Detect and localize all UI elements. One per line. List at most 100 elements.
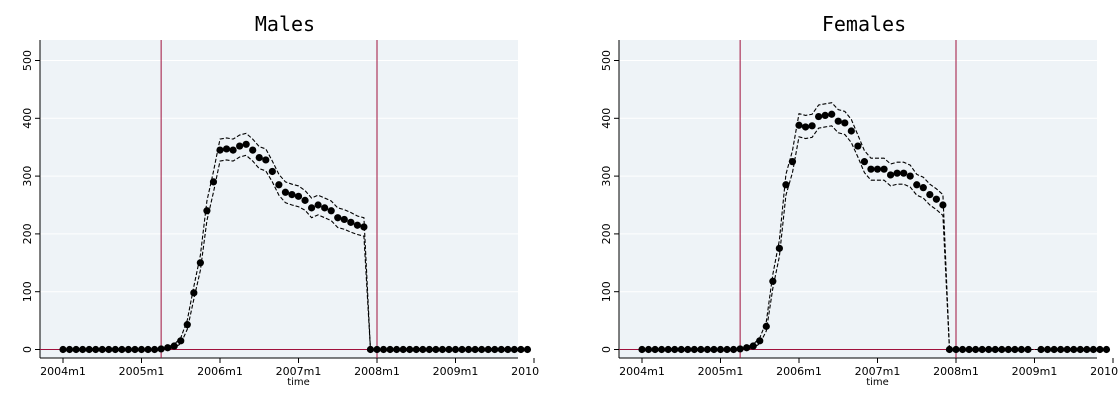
data-point — [952, 345, 960, 354]
data-point — [965, 345, 973, 354]
data-point — [782, 181, 790, 189]
data-point — [288, 190, 296, 199]
x-tick-label: 2008m1 — [354, 365, 400, 378]
data-point — [157, 345, 165, 353]
data-point — [314, 201, 322, 209]
data-point — [762, 322, 770, 330]
y-tick-label: 500 — [600, 50, 613, 71]
data-point — [255, 154, 263, 162]
data-point — [386, 345, 394, 354]
data-point — [353, 221, 361, 229]
data-point — [242, 140, 250, 148]
data-point — [769, 277, 777, 285]
data-point — [419, 345, 427, 354]
data-point — [275, 181, 283, 189]
data-point — [445, 345, 453, 354]
data-point — [262, 156, 270, 164]
data-point — [523, 345, 532, 354]
females-chart: 0 100 200 300 400 500 2004m1 2005m1 2006m1 2007m1… — [600, 40, 1119, 388]
data-point — [756, 337, 764, 345]
data-point — [484, 345, 492, 354]
x-tick-label: 2005m1 — [698, 365, 744, 378]
data-point — [1096, 345, 1104, 354]
data-point — [913, 181, 921, 189]
data-point — [170, 342, 178, 350]
data-point — [196, 259, 204, 267]
females-panel: Females 0 100 200 300 400 500 2004m1 2005m1 2006… — [579, 0, 1119, 404]
data-point — [893, 169, 901, 177]
data-point — [690, 345, 698, 354]
data-point — [190, 289, 198, 297]
data-point — [834, 117, 842, 125]
data-point — [1070, 345, 1078, 354]
data-point — [131, 345, 139, 354]
data-point — [710, 345, 718, 354]
data-point — [684, 345, 692, 354]
data-point — [399, 345, 407, 354]
data-point — [788, 158, 797, 166]
data-point — [664, 345, 672, 354]
data-point — [671, 345, 679, 354]
females-chart-title: Females — [821, 12, 907, 36]
data-point — [1037, 345, 1045, 354]
data-point — [464, 345, 473, 354]
data-point — [906, 172, 914, 180]
data-point — [92, 345, 100, 354]
data-point — [432, 345, 440, 354]
data-point — [321, 204, 329, 212]
x-tick-label: 2006m1 — [776, 365, 822, 378]
data-point — [828, 110, 836, 118]
plot-background — [619, 40, 1097, 358]
data-point — [497, 345, 505, 354]
data-point — [1102, 345, 1111, 354]
data-point — [716, 345, 725, 354]
data-point — [307, 204, 316, 212]
x-tick-label: 2009m1 — [1012, 365, 1058, 378]
data-point — [729, 345, 738, 354]
x-tick-label: 2007m1 — [276, 365, 322, 378]
y-tick-label: 0 — [21, 346, 34, 353]
data-point — [801, 123, 810, 131]
data-point — [743, 344, 751, 352]
data-point — [972, 345, 980, 354]
data-point — [209, 178, 218, 186]
data-point — [124, 345, 133, 354]
y-tick-label: 200 — [21, 223, 34, 244]
y-tick-label: 500 — [21, 50, 34, 71]
y-tick-label: 0 — [600, 346, 613, 353]
x-axis-title: time — [866, 377, 889, 388]
data-point — [164, 344, 172, 352]
x-tick-label: 2008m1 — [933, 365, 979, 378]
data-point — [268, 167, 276, 176]
data-point — [203, 207, 211, 215]
x-axis-title: time — [287, 377, 310, 388]
males-chart-title: Males — [254, 12, 316, 36]
data-point — [491, 345, 499, 354]
x-tick-label: 2006m1 — [197, 365, 243, 378]
ci-upper-line — [63, 132, 528, 351]
data-point — [412, 345, 420, 354]
data-point — [222, 145, 231, 153]
data-point — [723, 345, 731, 354]
data-point — [638, 345, 646, 354]
data-point — [177, 337, 185, 345]
data-point — [926, 190, 934, 199]
y-tick-label: 400 — [21, 108, 34, 129]
data-point — [1057, 345, 1065, 354]
x-tick-label: 2009m1 — [433, 365, 479, 378]
data-point — [749, 342, 757, 350]
data-point — [1011, 345, 1019, 354]
data-point — [841, 119, 849, 127]
data-point — [854, 142, 862, 150]
data-point — [847, 127, 855, 135]
data-point — [1004, 345, 1012, 354]
data-point — [79, 345, 87, 354]
data-point — [517, 345, 525, 354]
data-point — [644, 345, 653, 354]
data-point — [59, 345, 67, 354]
x-tick-label: 2010m1 — [511, 365, 540, 378]
data-point — [1017, 345, 1026, 354]
data-point — [985, 345, 993, 354]
data-point — [697, 345, 705, 354]
data-point — [991, 345, 999, 354]
